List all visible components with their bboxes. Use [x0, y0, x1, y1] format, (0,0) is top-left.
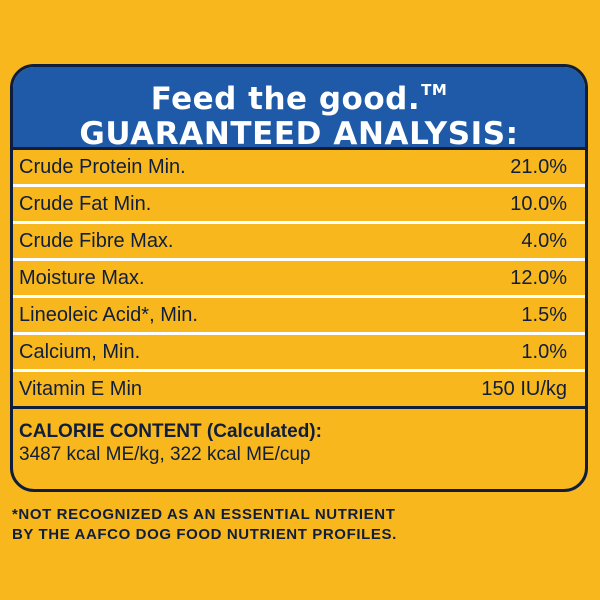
row-label: Crude Fibre Max.	[19, 229, 174, 252]
footnote: *NOT RECOGNIZED AS AN ESSENTIAL NUTRIENT…	[12, 505, 397, 545]
panel-header: Feed the good.TM GUARANTEED ANALYSIS:	[13, 67, 585, 152]
table-row: Crude Fibre Max. 4.0%	[13, 224, 585, 261]
footnote-line-1: *NOT RECOGNIZED AS AN ESSENTIAL NUTRIENT	[12, 506, 396, 523]
row-label: Lineoleic Acid*, Min.	[19, 303, 198, 326]
table-row: Vitamin E Min 150 IU/kg	[13, 372, 585, 409]
row-label: Crude Protein Min.	[19, 155, 186, 178]
table-row: Crude Fat Min. 10.0%	[13, 187, 585, 224]
guaranteed-analysis-panel: Feed the good.TM GUARANTEED ANALYSIS: Cr…	[10, 64, 588, 492]
calorie-heading: CALORIE CONTENT	[19, 421, 202, 442]
row-value: 10.0%	[510, 192, 567, 215]
row-value: 21.0%	[510, 155, 567, 178]
row-value: 1.5%	[521, 303, 567, 326]
row-value: 4.0%	[521, 229, 567, 252]
table-row: Crude Protein Min. 21.0%	[13, 150, 585, 187]
row-value: 150 IU/kg	[481, 377, 567, 400]
row-label: Vitamin E Min	[19, 377, 143, 400]
panel-title: GUARANTEED ANALYSIS:	[79, 116, 519, 152]
calorie-qualifier: (Calculated):	[206, 421, 322, 442]
tagline: Feed the good.TM	[13, 73, 585, 116]
row-label: Crude Fat Min.	[19, 192, 152, 215]
row-label: Moisture Max.	[19, 266, 145, 289]
row-value: 1.0%	[521, 340, 567, 363]
calorie-value: 3487 kcal ME/kg, 322 kcal ME/cup	[19, 444, 311, 465]
analysis-table: Crude Protein Min. 21.0% Crude Fat Min. …	[13, 150, 585, 409]
table-row: Calcium, Min. 1.0%	[13, 335, 585, 372]
calorie-title: CALORIE CONTENT (Calculated):	[19, 421, 579, 443]
calorie-content: CALORIE CONTENT (Calculated): 3487 kcal …	[13, 409, 585, 467]
tagline-text: Feed the good.	[150, 81, 421, 117]
trademark-mark: TM	[421, 81, 448, 99]
footnote-line-2: BY THE AAFCO DOG FOOD NUTRIENT PROFILES.	[12, 526, 397, 543]
row-value: 12.0%	[510, 266, 567, 289]
row-label: Calcium, Min.	[19, 340, 141, 363]
table-row: Lineoleic Acid*, Min. 1.5%	[13, 298, 585, 335]
table-row: Moisture Max. 12.0%	[13, 261, 585, 298]
